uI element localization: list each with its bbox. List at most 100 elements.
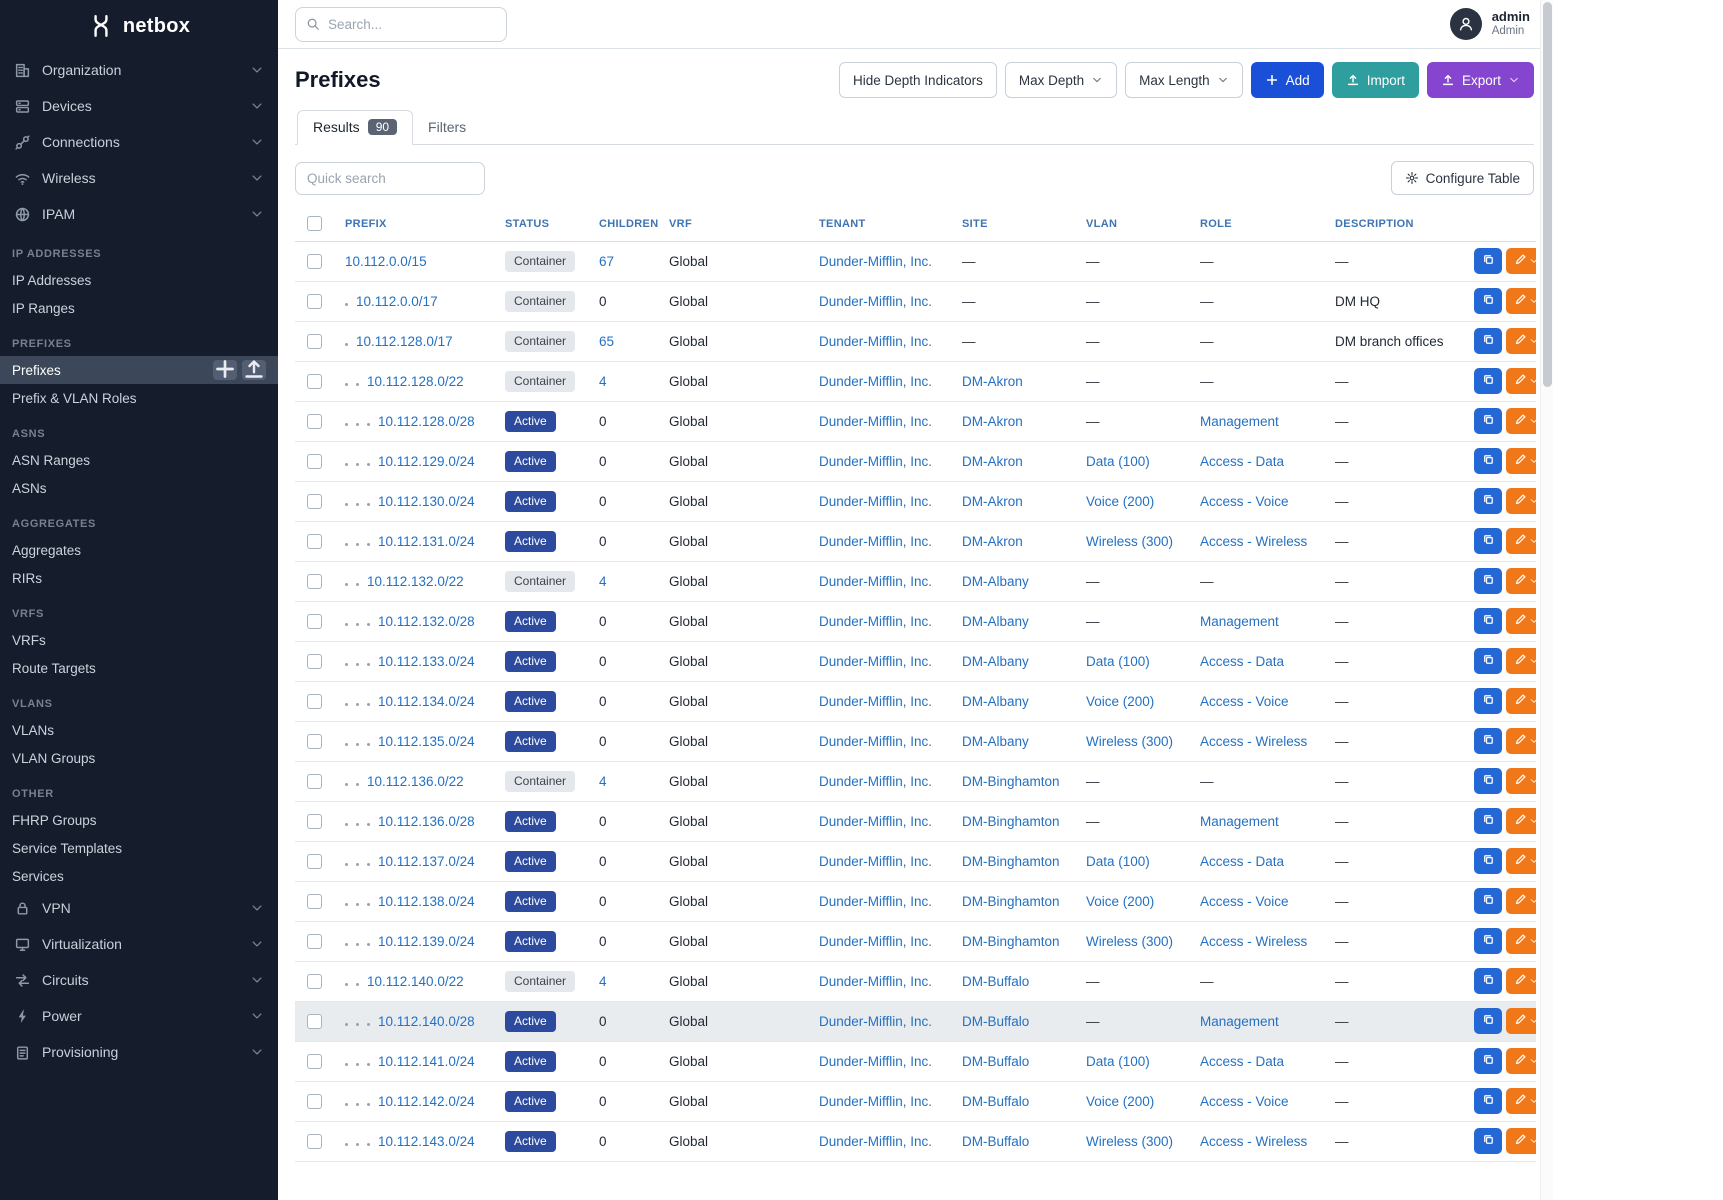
vlan-link[interactable]: Data (100): [1086, 653, 1150, 669]
prefix-link[interactable]: 10.112.137.0/24: [378, 853, 475, 869]
prefix-link[interactable]: 10.112.0.0/17: [356, 293, 438, 309]
sidebar-item-connections[interactable]: Connections: [0, 124, 278, 160]
site-link[interactable]: DM-Binghamton: [962, 813, 1060, 829]
site-link[interactable]: DM-Binghamton: [962, 773, 1060, 789]
site-link[interactable]: DM-Buffalo: [962, 1013, 1030, 1029]
tenant-link[interactable]: Dunder-Mifflin, Inc.: [819, 333, 933, 349]
tenant-link[interactable]: Dunder-Mifflin, Inc.: [819, 293, 933, 309]
copy-button[interactable]: [1474, 1048, 1502, 1074]
edit-button[interactable]: [1506, 248, 1536, 274]
vlan-link[interactable]: Voice (200): [1086, 893, 1155, 909]
sidebar-item-services[interactable]: Services: [0, 862, 278, 890]
edit-button[interactable]: [1506, 888, 1536, 914]
role-link[interactable]: Access - Voice: [1200, 693, 1289, 709]
site-link[interactable]: DM-Albany: [962, 693, 1029, 709]
max-depth-dropdown[interactable]: Max Depth: [1004, 62, 1118, 98]
sidebar-item-prefixes[interactable]: Prefixes: [0, 356, 278, 384]
row-checkbox[interactable]: [307, 1093, 322, 1109]
children-count-link[interactable]: 4: [599, 773, 607, 789]
sidebar-item-ipam[interactable]: IPAM: [0, 196, 278, 232]
sidebar-item-vlans[interactable]: VLANs: [0, 716, 278, 744]
row-checkbox[interactable]: [307, 733, 322, 749]
row-checkbox[interactable]: [307, 453, 322, 469]
prefix-link[interactable]: 10.112.131.0/24: [378, 533, 475, 549]
children-count-link[interactable]: 4: [599, 573, 607, 589]
prefix-link[interactable]: 10.112.135.0/24: [378, 733, 475, 749]
sidebar-item-ip-addresses[interactable]: IP Addresses: [0, 266, 278, 294]
role-link[interactable]: Management: [1200, 813, 1279, 829]
sidebar-item-organization[interactable]: Organization: [0, 52, 278, 88]
edit-button[interactable]: [1506, 328, 1536, 354]
tenant-link[interactable]: Dunder-Mifflin, Inc.: [819, 1093, 933, 1109]
children-count-link[interactable]: 65: [599, 333, 615, 349]
column-header-children[interactable]: CHILDREN: [589, 207, 659, 242]
edit-button[interactable]: [1506, 968, 1536, 994]
row-checkbox[interactable]: [307, 853, 322, 869]
add-button[interactable]: Add: [1250, 62, 1324, 98]
copy-button[interactable]: [1474, 328, 1502, 354]
edit-button[interactable]: [1506, 808, 1536, 834]
prefix-link[interactable]: 10.112.0.0/15: [345, 253, 427, 269]
sidebar-item-aggregates[interactable]: Aggregates: [0, 536, 278, 564]
tab-results[interactable]: Results 90: [297, 110, 414, 145]
configure-table-button[interactable]: Configure Table: [1390, 161, 1534, 195]
edit-button[interactable]: [1506, 448, 1536, 474]
prefix-link[interactable]: 10.112.136.0/28: [378, 813, 475, 829]
prefix-link[interactable]: 10.112.141.0/24: [378, 1053, 475, 1069]
prefix-link[interactable]: 10.112.134.0/24: [378, 693, 475, 709]
role-link[interactable]: Access - Data: [1200, 453, 1285, 469]
sidebar-item-asns[interactable]: ASNs: [0, 474, 278, 502]
tenant-link[interactable]: Dunder-Mifflin, Inc.: [819, 853, 933, 869]
row-checkbox[interactable]: [307, 653, 322, 669]
sidebar-item-provisioning[interactable]: Provisioning: [0, 1034, 278, 1070]
row-checkbox[interactable]: [307, 493, 322, 509]
site-link[interactable]: DM-Akron: [962, 533, 1023, 549]
role-link[interactable]: Access - Voice: [1200, 1093, 1289, 1109]
site-link[interactable]: DM-Binghamton: [962, 893, 1060, 909]
role-link[interactable]: Access - Voice: [1200, 893, 1289, 909]
edit-button[interactable]: [1506, 1128, 1536, 1154]
tenant-link[interactable]: Dunder-Mifflin, Inc.: [819, 893, 933, 909]
role-link[interactable]: Access - Wireless: [1200, 533, 1308, 549]
edit-button[interactable]: [1506, 288, 1536, 314]
max-length-dropdown[interactable]: Max Length: [1125, 62, 1243, 98]
row-checkbox[interactable]: [307, 1013, 322, 1029]
copy-button[interactable]: [1474, 848, 1502, 874]
edit-button[interactable]: [1506, 928, 1536, 954]
copy-button[interactable]: [1474, 368, 1502, 394]
sidebar-item-vpn[interactable]: VPN: [0, 890, 278, 926]
sidebar-item-asn-ranges[interactable]: ASN Ranges: [0, 446, 278, 474]
global-search-input[interactable]: [328, 16, 496, 32]
row-checkbox[interactable]: [307, 533, 322, 549]
edit-button[interactable]: [1506, 608, 1536, 634]
copy-button[interactable]: [1474, 568, 1502, 594]
prefix-link[interactable]: 10.112.133.0/24: [378, 653, 475, 669]
tab-filters[interactable]: Filters: [413, 110, 481, 144]
prefix-link[interactable]: 10.112.139.0/24: [378, 933, 475, 949]
sidebar-item-vlan-groups[interactable]: VLAN Groups: [0, 744, 278, 772]
tenant-link[interactable]: Dunder-Mifflin, Inc.: [819, 1013, 933, 1029]
edit-button[interactable]: [1506, 728, 1536, 754]
site-link[interactable]: DM-Akron: [962, 493, 1023, 509]
copy-button[interactable]: [1474, 288, 1502, 314]
tenant-link[interactable]: Dunder-Mifflin, Inc.: [819, 373, 933, 389]
sidebar-import-button[interactable]: [242, 359, 266, 380]
sidebar-item-wireless[interactable]: Wireless: [0, 160, 278, 196]
edit-button[interactable]: [1506, 408, 1536, 434]
copy-button[interactable]: [1474, 728, 1502, 754]
sidebar-item-power[interactable]: Power: [0, 998, 278, 1034]
sidebar-item-rirs[interactable]: RIRs: [0, 564, 278, 592]
row-checkbox[interactable]: [307, 293, 322, 309]
row-checkbox[interactable]: [307, 933, 322, 949]
prefix-link[interactable]: 10.112.128.0/17: [356, 333, 453, 349]
tenant-link[interactable]: Dunder-Mifflin, Inc.: [819, 533, 933, 549]
row-checkbox[interactable]: [307, 1133, 322, 1149]
sidebar-item-prefix-vlan-roles[interactable]: Prefix & VLAN Roles: [0, 384, 278, 412]
prefix-link[interactable]: 10.112.142.0/24: [378, 1093, 475, 1109]
edit-button[interactable]: [1506, 1008, 1536, 1034]
quick-search-input[interactable]: [295, 161, 485, 195]
site-link[interactable]: DM-Akron: [962, 413, 1023, 429]
vlan-link[interactable]: Data (100): [1086, 1053, 1150, 1069]
role-link[interactable]: Access - Data: [1200, 853, 1285, 869]
row-checkbox[interactable]: [307, 333, 322, 349]
